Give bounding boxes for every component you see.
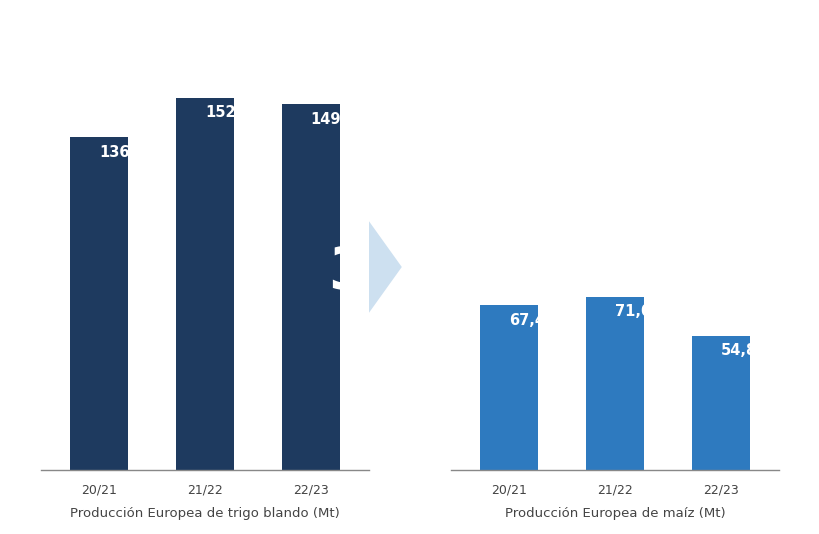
Bar [479, 305, 537, 470]
Bar [70, 137, 128, 470]
Bar [691, 336, 749, 470]
Text: 67,4: 67,4 [509, 313, 545, 328]
Text: 136,3: 136,3 [99, 145, 145, 160]
Text: 71,0: 71,0 [614, 304, 650, 319]
X-axis label: Producción Europea de trigo blando (Mt): Producción Europea de trigo blando (Mt) [70, 507, 339, 520]
Text: 54,8: 54,8 [720, 343, 756, 358]
Bar [176, 98, 233, 470]
Text: 152,3: 152,3 [205, 105, 251, 121]
Bar [586, 296, 643, 470]
Text: 3: 3 [328, 244, 369, 301]
Bar [282, 105, 340, 470]
Text: 3: 3 [581, 244, 622, 301]
X-axis label: Producción Europea de maíz (Mt): Producción Europea de maíz (Mt) [504, 507, 725, 520]
Text: 149,7: 149,7 [310, 112, 356, 127]
